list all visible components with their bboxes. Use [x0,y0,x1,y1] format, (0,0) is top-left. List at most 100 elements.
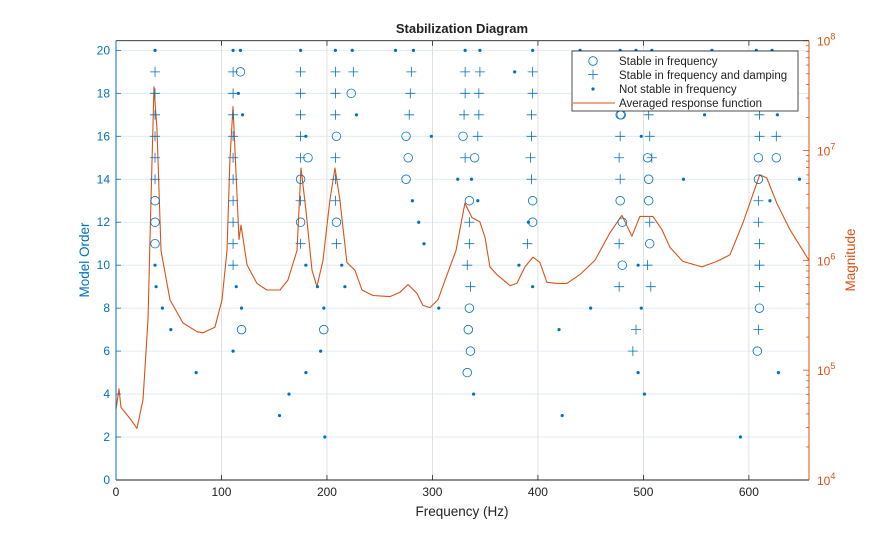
x-tick-label: 600 [739,485,759,499]
axes: 0 100 200 300 400 500 600 0 2 4 6 8 10 12 14 16 18 20 104 1… [97,32,836,499]
not-stable-marker [557,328,561,332]
stable-frequency-damping-marker [330,152,341,163]
stable-frequency-damping-marker [228,88,239,99]
stable-frequency-marker [752,346,763,356]
not-stable-marker [775,113,779,117]
stable-frequency-damping-marker [526,131,537,142]
not-stable-marker [169,328,173,332]
stable-frequency-damping-marker [150,66,161,77]
not-stable-marker [304,370,308,375]
stable-frequency-damping-marker [525,152,536,163]
left-y-tick-label: 10 [97,258,111,272]
stable-frequency-marker [465,346,476,356]
stable-frequency-damping-marker [464,238,475,249]
stable-frequency-damping-marker [754,281,765,292]
not-stable-marker [319,349,323,353]
not-stable-marker [642,392,647,396]
stable-frequency-damping-marker [330,66,341,77]
not-stable-marker [768,199,772,203]
not-stable-marker [333,48,337,52]
stable-frequency-damping-marker [472,131,483,142]
not-stable-marker [322,306,326,310]
legend-label: Not stable in frequency [619,84,737,96]
stable-frequency-damping-marker [753,195,764,206]
not-stable-marker [797,177,802,181]
x-tick-label: 300 [422,485,442,499]
stable-frequency-damping-marker [460,152,471,163]
stable-frequency-damping-marker [150,152,161,163]
not-stable-marker [160,306,165,310]
stable-frequency-damping-marker [754,131,765,142]
not-stable-marker [298,48,303,52]
left-y-tick-label: 4 [103,387,110,401]
not-stable-marker [702,113,707,117]
stable-frequency-damping-marker [405,88,416,99]
stable-frequency-damping-marker [754,109,765,120]
stable-frequency-damping-marker [228,238,239,249]
stable-frequency-damping-marker [753,324,764,335]
stable-frequency-marker [527,196,538,206]
right-y-tick-label: 105 [817,361,835,378]
stable-frequency-damping-marker [331,238,342,249]
not-stable-marker [287,392,291,396]
left-y-tick-label: 20 [97,43,111,57]
stable-frequency-marker [401,174,411,184]
stable-frequency-damping-marker [473,109,484,120]
stable-frequency-damping-marker [614,238,625,249]
right-y-axis-label: Magnitude [843,228,858,291]
stable-frequency-marker [295,217,306,227]
not-stable-marker [478,48,482,52]
not-stable-marker [463,48,467,52]
stable-frequency-marker [645,239,655,249]
not-stable-marker [560,413,564,418]
legend: Stable in frequency Stable in frequency … [571,50,799,112]
stable-frequency-damping-marker [295,195,306,206]
stable-frequency-damping-marker [465,281,476,292]
not-stable-marker [476,199,480,203]
stable-frequency-damping-marker [330,195,341,206]
stable-frequency-marker [403,153,413,163]
stable-frequency-damping-marker [460,66,471,77]
not-stable-marker [354,113,359,117]
stable-frequency-marker [464,303,475,313]
stable-frequency-damping-marker [404,109,415,120]
stable-frequency-damping-marker [150,109,161,120]
stable-frequency-marker [464,196,475,206]
stable-frequency-marker [463,324,474,335]
stable-frequency-damping-marker [150,131,161,142]
stable-frequency-marker [617,217,628,227]
left-y-tick-label: 14 [97,172,111,186]
not-stable-marker [410,199,414,203]
not-stable-marker [231,48,235,52]
stable-frequency-damping-marker [522,238,533,249]
stable-frequency-damping-marker [771,131,782,142]
stable-frequency-damping-marker [527,66,538,77]
stable-frequency-damping-marker [295,88,306,99]
stable-frequency-damping-marker [228,260,239,271]
not-stable-marker [340,263,344,267]
x-tick-label: 500 [633,485,653,499]
legend-plus-marker [588,69,598,80]
stable-frequency-damping-marker [295,109,306,120]
not-stable-marker [639,134,643,138]
not-stable-marker [422,242,426,246]
stable-frequency-damping-marker [295,66,306,77]
stable-frequency-damping-marker [615,174,626,185]
not-stable-marker [417,220,421,224]
stable-frequency-damping-marker [330,109,341,120]
legend-box [571,50,799,112]
x-tick-label: 100 [211,485,231,499]
stable-frequency-marker [753,174,764,184]
plot-area [116,40,809,480]
legend-label: Averaged response function [619,98,762,110]
stable-frequency-damping-marker [614,152,625,163]
not-stable-marker [469,177,474,181]
stable-frequency-damping-marker [150,88,161,99]
left-y-tick-label: 12 [97,215,111,229]
not-stable-marker [639,306,643,310]
stable-frequency-damping-marker [615,131,626,142]
stable-frequency-damping-marker [228,152,239,163]
response-curve-group [115,86,810,429]
stable-frequency-damping-marker [150,174,161,185]
stable-frequency-damping-marker [644,131,655,142]
